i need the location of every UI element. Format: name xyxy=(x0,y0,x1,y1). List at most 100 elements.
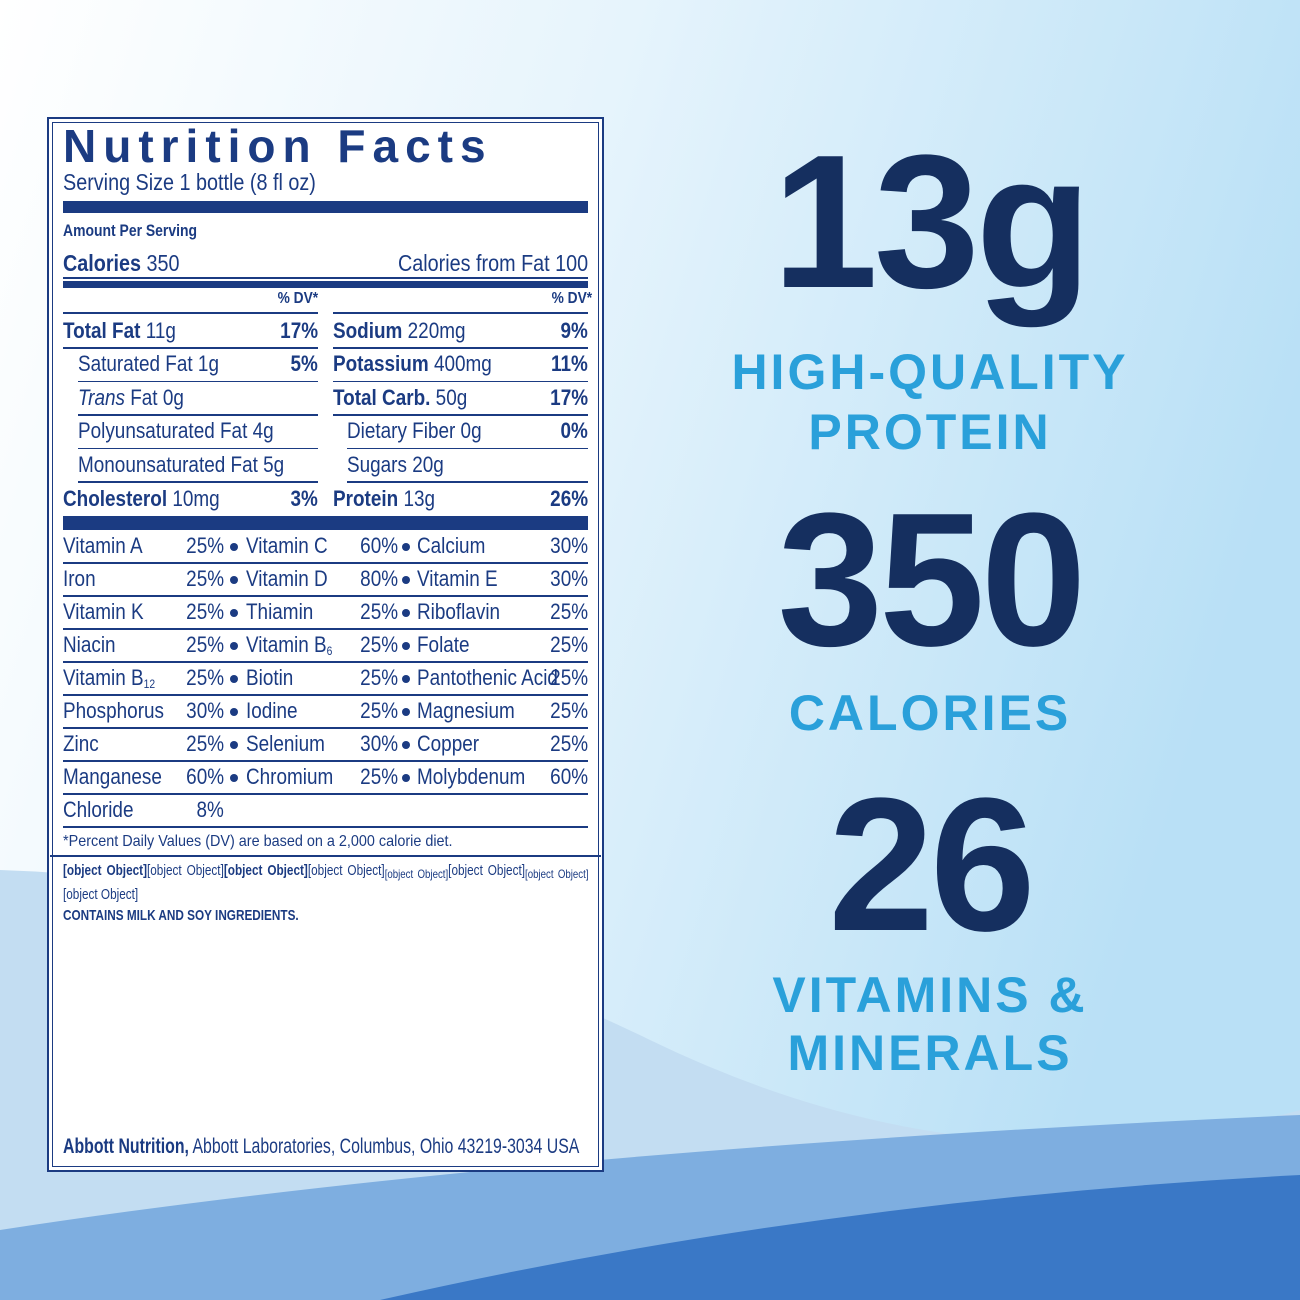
vitamin-dv-text: 25% xyxy=(186,564,224,595)
vitamin-dv-text: 25% xyxy=(550,697,588,723)
vitamin-name-text: Vitamin A xyxy=(63,532,143,558)
amount-per-serving: Amount Per Serving xyxy=(63,219,226,243)
nutrient-name: Cholesterol xyxy=(63,485,168,511)
vitamin-dv-text: 25% xyxy=(550,696,588,727)
vitamin-dv-text: 25% xyxy=(186,663,224,694)
rule xyxy=(63,760,588,762)
vitamin-dv-text: 25% xyxy=(186,631,224,657)
rule xyxy=(63,312,318,314)
vitamin-name-text: Chloride xyxy=(63,795,133,826)
vitamin-name: Calcium xyxy=(417,531,496,562)
highlight-caption: VITAMINS & xyxy=(772,967,1088,1023)
rule xyxy=(333,347,588,349)
vitamin-name-text: Calcium xyxy=(417,532,486,558)
vitamin-name: Selenium xyxy=(246,729,338,760)
nutrient-amount: 4g xyxy=(252,418,274,444)
vitamin-name-text: Chromium xyxy=(246,762,333,793)
vitamin-dv: 8% xyxy=(192,795,224,826)
vitamin-name-text: Iodine xyxy=(246,696,298,727)
vitamin-name-text: Folate xyxy=(417,630,470,661)
vitamin-name-text: Chloride xyxy=(63,796,134,822)
vitamin-name-text: Vitamin B6 xyxy=(246,630,332,667)
vitamin-name-text: Riboflavin xyxy=(417,598,501,624)
vitamin-dv-text: 25% xyxy=(360,664,398,690)
vitamin-dv-text: 30% xyxy=(186,697,224,723)
vitamin-dv: 25% xyxy=(544,597,588,628)
nutrient-dv-text: 26% xyxy=(550,484,588,515)
vitamin-name-text: Biotin xyxy=(246,663,293,694)
vitamin-dv: 25% xyxy=(354,696,398,727)
vitamin-name-text: Molybdenum xyxy=(417,763,526,789)
vitamin-name: Molybdenum xyxy=(417,762,543,793)
vitamin-name-text: Iodine xyxy=(246,697,298,723)
vitamin-name-text: Molybdenum xyxy=(417,762,525,793)
nutrient-row-text: Polyunsaturated Fat 4g xyxy=(78,416,274,447)
vitamin-dv-text: 80% xyxy=(360,565,398,591)
vitamin-dv-text: 30% xyxy=(550,531,588,562)
vitamin-dv: 30% xyxy=(544,564,588,595)
vitamin-dv-text: 60% xyxy=(360,531,398,562)
manufacturer: Abbott Nutrition, Abbott Laboratories, C… xyxy=(63,1132,747,1161)
rule xyxy=(347,447,588,450)
vitamin-name-text: Thiamin xyxy=(246,598,314,624)
vitamin-dv-text: 25% xyxy=(186,598,224,624)
calories-value: 350 xyxy=(146,249,180,276)
amount-per-serving-text: Amount Per Serving xyxy=(63,219,197,243)
vitamin-subscript: 12 xyxy=(143,676,156,691)
nutrient-dv-text: 0% xyxy=(561,416,588,447)
rule xyxy=(63,694,588,696)
label-title-text: Nutrition Facts xyxy=(63,114,493,178)
vitamin-name: Thiamin xyxy=(246,597,324,628)
vitamin-dv-text: 60% xyxy=(550,763,588,789)
nutrient-dv-text: 17% xyxy=(280,317,318,343)
vitamin-dv-text: 25% xyxy=(550,730,588,756)
vitamin-name-text: Vitamin D xyxy=(246,564,328,595)
bullet xyxy=(230,609,238,617)
nutrient-dv-text: 11% xyxy=(551,349,588,380)
nutrient-dv: 5% xyxy=(286,349,318,380)
manufacturer-address: Abbott Laboratories, Columbus, Ohio 4321… xyxy=(192,1135,580,1159)
nutrient-row-text: Dietary Fiber 0g xyxy=(347,416,482,447)
vitamin-dv: 80% xyxy=(354,564,398,595)
allergens: CONTAINS MILK AND SOY INGREDIENTS. xyxy=(63,907,299,924)
vitamin-name: Zinc xyxy=(63,729,105,760)
vitamin-name-text: Vitamin K xyxy=(63,597,144,628)
vitamin-dv: 25% xyxy=(180,531,224,562)
vitamin-dv: 60% xyxy=(544,762,588,793)
vitamin-name-text: Folate xyxy=(417,631,470,657)
vitamin-name-text: Vitamin C xyxy=(246,532,328,558)
rule xyxy=(78,414,318,416)
bullet xyxy=(230,675,238,683)
nutrient-name: Dietary Fiber xyxy=(347,418,456,444)
calories-fat-label: Calories from Fat xyxy=(397,249,550,276)
nutrient-row: Trans Fat 0g xyxy=(78,383,201,414)
footnote-text: *Percent Daily Values (DV) are based on … xyxy=(63,832,453,850)
vitamin-dv: 30% xyxy=(354,729,398,760)
nutrient-name: Saturated Fat xyxy=(78,351,193,377)
nutrient-name: Total Fat xyxy=(63,317,141,343)
vitamin-dv-text: 30% xyxy=(360,729,398,760)
vitamin-name: Copper xyxy=(417,729,489,760)
vitamin-name: Folate xyxy=(417,630,478,661)
highlight-caption: PROTEIN xyxy=(808,404,1052,460)
nutrient-row-text: Trans Fat 0g xyxy=(78,383,184,414)
vitamin-name: Iodine xyxy=(246,696,306,727)
nutrient-dv-text: 3% xyxy=(290,485,318,511)
ingredient-text: [object Object] xyxy=(223,863,308,879)
nutrient-name: Potassium xyxy=(333,351,429,377)
vitamin-dv: 25% xyxy=(544,729,588,760)
dv-header-text: % DV* xyxy=(551,289,592,307)
bullet xyxy=(402,576,410,584)
ingredient-text: [object Object] xyxy=(384,867,449,881)
nutrient-row: Monounsaturated Fat 5g xyxy=(78,450,318,481)
rule xyxy=(63,793,588,795)
vitamin-dv-text: 25% xyxy=(186,531,224,562)
vitamin-dv-text: 8% xyxy=(196,796,224,822)
serving-size-text: Serving Size 1 bottle (8 fl oz) xyxy=(63,168,316,195)
vitamin-dv-text: 60% xyxy=(360,532,398,558)
nutrient-dv: 17% xyxy=(274,316,318,347)
vitamin-dv-text: 25% xyxy=(360,696,398,727)
vitamin-dv: 30% xyxy=(544,531,588,562)
ingredient-text: [object Object] xyxy=(307,863,385,879)
vitamin-subscript: 6 xyxy=(326,643,333,658)
